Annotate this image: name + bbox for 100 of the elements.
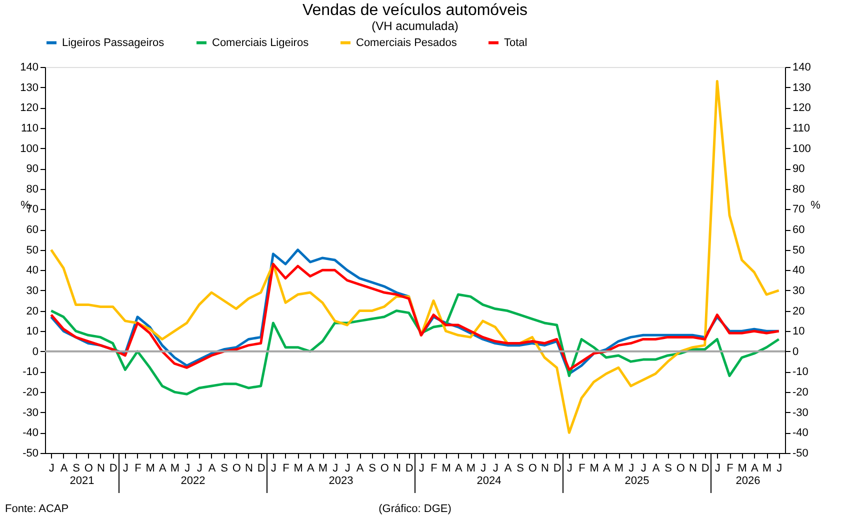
x-tick-label: S (220, 462, 228, 474)
x-tick-label: A (306, 462, 315, 474)
x-tick-label: O (528, 462, 538, 474)
y2-tick-label: 90 (792, 163, 805, 176)
x-tick-label: M (318, 462, 328, 474)
y2-tick-label: 130 (792, 82, 811, 94)
x-tick-label: J (122, 462, 128, 474)
x-tick-label: A (652, 462, 660, 474)
y-tick-label: 60 (26, 224, 38, 236)
y-tick-label: 120 (20, 102, 38, 114)
chart-title: Vendas de veículos automóveis (302, 2, 528, 19)
x-tick-label: O (84, 462, 94, 474)
y2-tick-label: -10 (792, 366, 808, 378)
x-tick-label: M (738, 462, 747, 474)
x-tick-label: S (368, 462, 376, 474)
x-tick-label: M (442, 462, 451, 474)
x-tick-label: J (48, 462, 54, 474)
legend-label: Total (504, 36, 528, 49)
y-tick-label: 0 (32, 346, 38, 358)
text: 2025 (624, 475, 650, 487)
y2-tick-label: 60 (792, 224, 805, 236)
x-tick-label: J (270, 462, 276, 474)
x-tick-label: J (184, 462, 190, 474)
x-tick-label: A (60, 462, 68, 474)
x-tick-label: D (701, 462, 710, 474)
x-tick-label: D (109, 462, 118, 474)
y-tick-label: 130 (20, 82, 38, 94)
x-tick-label: J (566, 462, 572, 474)
y-tick-label: 50 (26, 244, 38, 256)
y-tick-label: 100 (20, 142, 38, 155)
y-tick-label: 90 (26, 163, 38, 176)
x-tick-label: J (492, 462, 498, 474)
x-tick-label: M (590, 462, 599, 474)
y2-tick-label: -20 (792, 386, 808, 399)
x-tick-label: D (405, 462, 414, 474)
text: 2026 (736, 475, 760, 487)
x-tick-label: N (393, 462, 402, 474)
x-tick-label: D (257, 462, 266, 474)
x-tick-label: J (332, 462, 338, 474)
x-tick-label: A (208, 462, 216, 474)
x-tick-label: J (628, 462, 634, 474)
y-tick-label: 30 (26, 284, 38, 297)
y-tick-label: 110 (20, 122, 38, 134)
x-tick-label: J (776, 462, 782, 474)
x-tick-label: J (714, 462, 720, 474)
x-tick-label: M (294, 462, 303, 474)
x-tick-label: J (480, 462, 486, 474)
x-tick-label: A (158, 462, 167, 474)
line-series (50, 80, 780, 434)
legend-label: Comerciais Pesados (356, 36, 458, 49)
y2-tick-label: 40 (792, 264, 805, 277)
chart-subtitle: (VH acumulada) (372, 19, 458, 33)
y-tick-label: -40 (22, 427, 38, 440)
legend-label: Comerciais Ligeiros (212, 36, 310, 49)
text: 2022 (180, 475, 206, 487)
source-note: Fonte: ACAP (5, 503, 69, 515)
x-tick-label: M (146, 462, 155, 474)
x-tick-label: F (282, 462, 290, 474)
y-tick-label: 20 (26, 305, 38, 318)
y2-tick-label: 120 (792, 102, 811, 114)
y2-axis-title: % (810, 200, 821, 212)
y-tick-label: -30 (22, 406, 38, 419)
x-tick-label: A (454, 462, 463, 474)
text: (Gráfico: DGE) (378, 503, 452, 515)
y2-tick-label: -40 (792, 427, 808, 440)
x-tick-label: J (418, 462, 424, 474)
x-tick-label: N (541, 462, 550, 474)
y2-tick-label: 70 (792, 204, 805, 216)
y-tick-label: -20 (22, 386, 38, 399)
y2-tick-label: 0 (792, 346, 799, 358)
y2-tick-label: 80 (792, 183, 805, 196)
x-tick-label: M (170, 462, 180, 474)
line-series (50, 293, 780, 396)
y2-tick-label: 100 (792, 142, 811, 155)
x-tick-label: F (134, 462, 142, 474)
y2-tick-label: 50 (792, 244, 805, 256)
legend-label: Ligeiros Passageiros (62, 36, 165, 49)
y-tick-label: 140 (20, 62, 38, 74)
y-tick-label: 80 (26, 183, 38, 196)
x-tick-label: M (614, 462, 624, 474)
text: 2021 (70, 475, 94, 487)
x-tick-label: N (245, 462, 254, 474)
x-tick-label: M (762, 462, 772, 474)
y-tick-label: -10 (22, 366, 38, 378)
y-tick-label: 10 (26, 326, 38, 338)
x-tick-label: O (232, 462, 242, 474)
text: 2024 (476, 475, 502, 487)
x-tick-label: D (553, 462, 562, 474)
x-tick-label: A (750, 462, 759, 474)
x-tick-label: S (664, 462, 672, 474)
y2-tick-label: -30 (792, 406, 808, 419)
y2-tick-label: 20 (792, 305, 805, 318)
y2-tick-label: 140 (792, 62, 811, 74)
x-tick-label: F (430, 462, 438, 474)
y2-tick-label: -50 (792, 448, 808, 460)
y-tick-label: 40 (26, 264, 38, 277)
x-tick-label: M (466, 462, 476, 474)
x-tick-label: J (640, 462, 646, 474)
x-tick-label: F (578, 462, 586, 474)
text: 2023 (328, 475, 354, 487)
